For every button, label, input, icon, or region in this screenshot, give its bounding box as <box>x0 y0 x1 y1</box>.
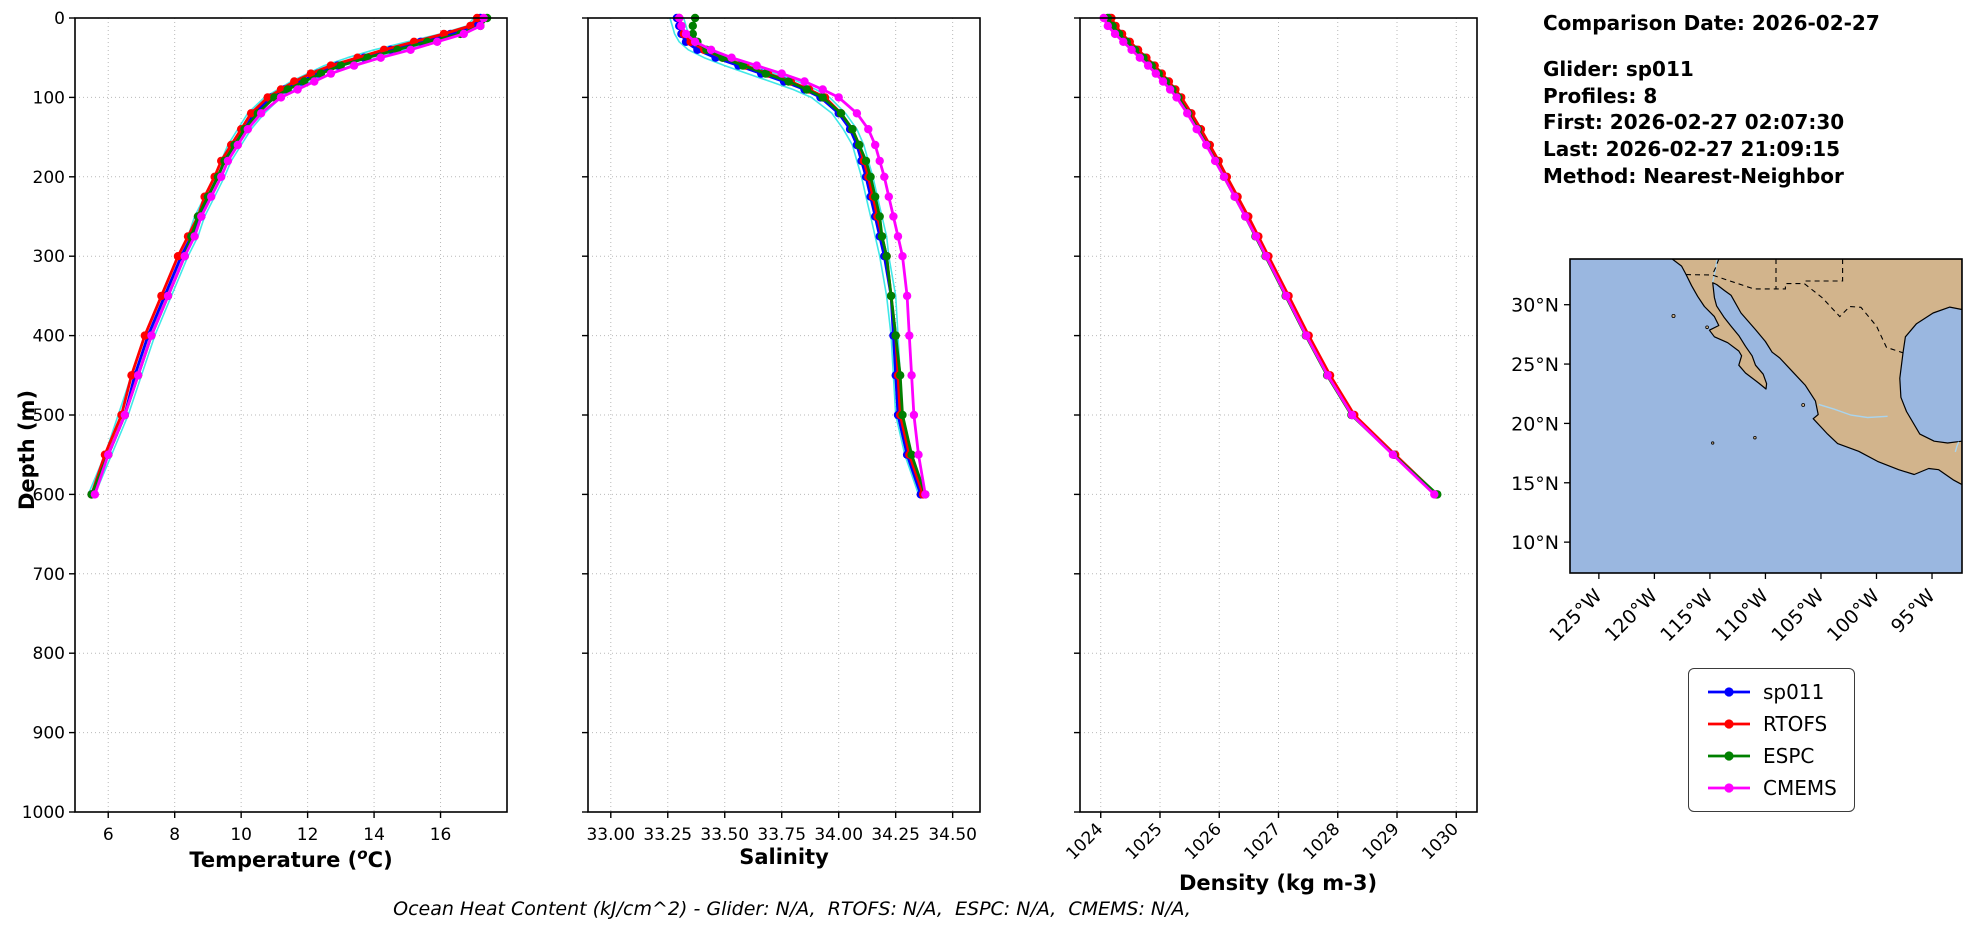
svg-text:125°W: 125°W <box>1545 585 1606 646</box>
temperature-plot: 6 8 10 12 14 16 0 100 200 300 400 500 600 700 800 900 10… <box>22 9 508 845</box>
salinity-plot: 33.00 33.25 33.50 33.75 34.00 34.25 34.50 <box>582 13 981 845</box>
legend-item-sp011: sp011 <box>1706 680 1837 704</box>
map-tick-marks <box>1564 304 1933 579</box>
legend-label: RTOFS <box>1763 712 1828 736</box>
svg-text:115°W: 115°W <box>1656 585 1717 646</box>
svg-text:30°N: 30°N <box>1511 295 1559 317</box>
svg-text:10: 10 <box>230 825 252 845</box>
legend-label: ESPC <box>1763 744 1815 768</box>
series-CMEMS <box>90 13 488 499</box>
density-axis-title: Density (kg m-3) <box>1178 871 1378 895</box>
svg-text:6: 6 <box>103 825 114 845</box>
glider-line: Glider: sp011 <box>1543 56 1694 81</box>
axes-frame <box>1079 17 1478 813</box>
grid <box>1080 17 1477 813</box>
tick-marks <box>582 17 954 818</box>
series-ESPC-markers <box>688 13 930 499</box>
legend: sp011 RTOFS ESPC CMEMS <box>1688 668 1855 812</box>
svg-text:1024: 1024 <box>1063 819 1108 864</box>
salinity-axis-title: Salinity <box>739 845 829 869</box>
tick-labels: 6 8 10 12 14 16 0 100 200 300 400 500 600 700 800 900 10… <box>22 9 452 845</box>
svg-text:1000: 1000 <box>22 803 65 823</box>
svg-text:15°N: 15°N <box>1511 473 1559 495</box>
svg-text:700: 700 <box>33 565 65 585</box>
svg-text:100°W: 100°W <box>1823 585 1884 646</box>
svg-text:105°W: 105°W <box>1767 585 1828 646</box>
svg-text:14: 14 <box>363 825 385 845</box>
svg-text:1025: 1025 <box>1122 819 1167 864</box>
svg-text:0: 0 <box>54 9 65 29</box>
legend-label: sp011 <box>1763 680 1825 704</box>
svg-text:1027: 1027 <box>1240 819 1285 864</box>
first-line: First: 2026-02-27 02:07:30 <box>1543 110 1845 135</box>
svg-text:12: 12 <box>297 825 319 845</box>
svg-text:600: 600 <box>33 485 65 505</box>
series-CMEMS <box>675 13 930 499</box>
series-CMEMS-markers <box>90 13 488 499</box>
temperature-axis-title-sup: o <box>357 845 368 863</box>
legend-marker-sp011 <box>1708 687 1750 697</box>
svg-text:500: 500 <box>33 406 65 426</box>
svg-text:1026: 1026 <box>1181 819 1226 864</box>
svg-text:33.75: 33.75 <box>757 825 806 845</box>
density-plot: 1024 1025 1026 1027 1028 1029 1030 <box>1063 13 1478 864</box>
legend-item-cmems: CMEMS <box>1706 776 1837 800</box>
svg-text:33.50: 33.50 <box>700 825 749 845</box>
svg-text:300: 300 <box>33 247 65 267</box>
svg-text:1029: 1029 <box>1359 819 1404 864</box>
svg-text:34.00: 34.00 <box>814 825 863 845</box>
info-block: Comparison Date: 2026-02-27 Glider: sp01… <box>1543 10 1880 190</box>
location-map: 30°N 25°N 20°N 15°N 10°N 125°W120°W115°W110°W… <box>1511 258 1963 646</box>
ohc-annotation: Ocean Heat Content (kJ/cm^2) - Glider: N… <box>393 898 1191 920</box>
svg-text:10°N: 10°N <box>1511 532 1559 554</box>
svg-text:8: 8 <box>169 825 180 845</box>
tick-labels: 33.00 33.25 33.50 33.75 34.00 34.25 34.50 <box>586 825 977 845</box>
series-RTOFS <box>87 13 482 499</box>
legend-label: CMEMS <box>1763 776 1837 800</box>
tick-labels: 1024 1025 1026 1027 1028 1029 1030 <box>1063 819 1463 864</box>
svg-text:95°W: 95°W <box>1887 585 1940 638</box>
comparison-date-line: Comparison Date: 2026-02-27 <box>1543 11 1880 35</box>
svg-text:34.50: 34.50 <box>928 825 977 845</box>
svg-text:800: 800 <box>33 644 65 664</box>
svg-text:33.25: 33.25 <box>643 825 692 845</box>
series-RTOFS-markers <box>1107 13 1441 499</box>
temperature-axis-title-prefix: Temperature ( <box>189 848 358 872</box>
svg-text:34.25: 34.25 <box>871 825 920 845</box>
svg-text:33.00: 33.00 <box>586 825 635 845</box>
svg-text:1030: 1030 <box>1418 819 1463 864</box>
profiles-line: Profiles: 8 <box>1543 83 1658 108</box>
legend-marker-espc <box>1708 751 1750 761</box>
svg-text:1028: 1028 <box>1300 819 1345 864</box>
grid <box>75 17 507 813</box>
series-CMEMS <box>1099 13 1439 499</box>
series-CMEMS-markers <box>675 13 930 499</box>
legend-marker-rtofs <box>1708 719 1750 729</box>
series-glider-profile-1 <box>669 17 920 496</box>
legend-marker-cmems <box>1708 783 1750 793</box>
svg-text:100: 100 <box>33 88 65 108</box>
legend-item-rtofs: RTOFS <box>1706 712 1837 736</box>
series-CMEMS-markers <box>1099 13 1439 499</box>
method-line: Method: Nearest-Neighbor <box>1543 163 1844 188</box>
svg-text:16: 16 <box>430 825 452 845</box>
svg-text:110°W: 110°W <box>1712 585 1773 646</box>
tick-marks <box>69 17 442 818</box>
svg-text:20°N: 20°N <box>1511 413 1559 435</box>
legend-item-espc: ESPC <box>1706 744 1837 768</box>
map-land-layer <box>1671 259 1962 486</box>
temperature-axis-title-suffix: C) <box>367 848 393 872</box>
svg-text:120°W: 120°W <box>1601 585 1662 646</box>
series-RTOFS <box>1107 13 1441 499</box>
svg-text:25°N: 25°N <box>1511 354 1559 376</box>
svg-text:200: 200 <box>33 168 65 188</box>
svg-text:900: 900 <box>33 724 65 744</box>
grid <box>588 17 980 813</box>
temperature-axis-title: Temperature (oC) <box>189 845 392 872</box>
tick-marks <box>1074 17 1457 818</box>
last-line: Last: 2026-02-27 21:09:15 <box>1543 137 1841 162</box>
svg-text:400: 400 <box>33 327 65 347</box>
